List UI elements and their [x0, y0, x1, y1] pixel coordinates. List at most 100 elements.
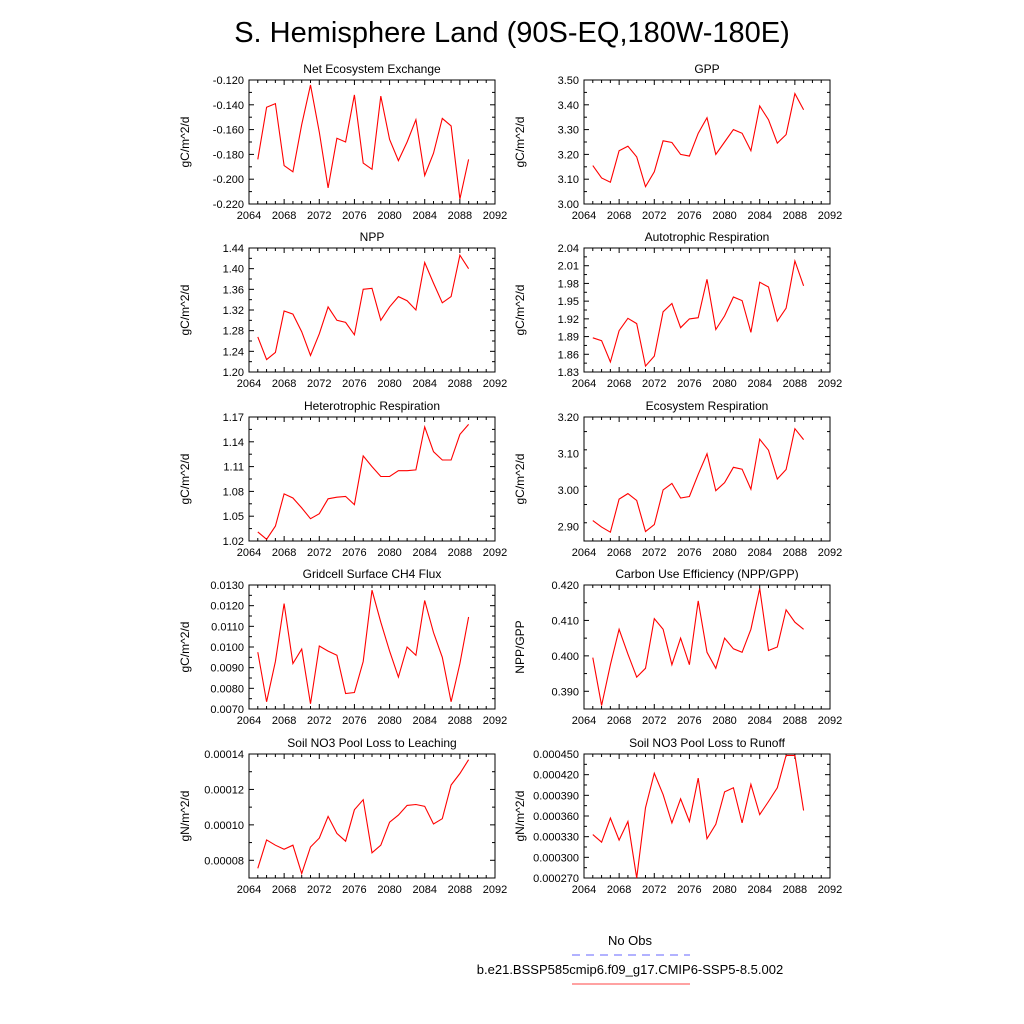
y-tick-label: 0.0090	[210, 663, 244, 675]
x-tick-label: 2084	[412, 378, 436, 390]
y-tick-label: 1.14	[223, 437, 244, 449]
x-tick-label: 2076	[677, 715, 701, 727]
x-tick-label: 2064	[572, 210, 596, 222]
y-axis-label: gC/m^2/d	[178, 117, 192, 168]
y-tick-label: 1.86	[558, 349, 579, 361]
y-tick-label: 0.00012	[204, 784, 244, 796]
x-tick-label: 2080	[712, 715, 736, 727]
plot-frame	[248, 584, 496, 710]
y-tick-label: 2.04	[558, 243, 579, 255]
y-tick-label: 1.11	[223, 462, 244, 474]
y-axis-label: gN/m^2/d	[513, 791, 527, 842]
x-tick-label: 2072	[307, 378, 331, 390]
y-tick-label: 0.000270	[533, 873, 579, 885]
x-tick-label: 2072	[307, 210, 331, 222]
y-tick-label: 0.400	[551, 651, 579, 663]
plot-frame	[583, 753, 831, 879]
panel-carbon-use-efficiency-npp-gpp: Carbon Use Efficiency (NPP/GPP) 2064 2068 2…	[513, 567, 842, 727]
x-tick-label: 2072	[642, 884, 666, 896]
y-tick-label: 0.420	[551, 580, 579, 592]
panel-title: Net Ecosystem Exchange	[303, 62, 441, 76]
y-tick-label: 1.17	[223, 412, 244, 424]
x-tick-label: 2076	[677, 210, 701, 222]
x-tick-label: 2072	[307, 884, 331, 896]
y-tick-label: 1.95	[558, 296, 579, 308]
x-tick-label: 2080	[377, 210, 401, 222]
chart-panels: Net Ecosystem Exchange 2064 2068 2072 2076 20…	[178, 62, 842, 896]
y-tick-label: 3.00	[558, 485, 579, 497]
x-tick-label: 2088	[448, 715, 472, 727]
x-tick-label: 2080	[712, 378, 736, 390]
x-tick-label: 2092	[483, 210, 507, 222]
legend: No Obs b.e21.BSSP585cmip6.f09_g17.CMIP6-…	[477, 933, 783, 985]
plot-frame	[583, 247, 831, 373]
x-tick-label: 2084	[412, 715, 436, 727]
x-tick-label: 2076	[342, 210, 366, 222]
x-tick-label: 2080	[712, 547, 736, 559]
x-tick-label: 2068	[272, 378, 296, 390]
series-line	[257, 424, 470, 541]
panel-title: Gridcell Surface CH4 Flux	[303, 567, 442, 581]
y-axis-label: gC/m^2/d	[513, 454, 527, 505]
y-tick-label: 0.0100	[210, 642, 244, 654]
y-tick-label: 3.20	[558, 412, 579, 424]
y-tick-label: 1.24	[223, 346, 244, 358]
panel-soil-no3-pool-loss-to-leaching: Soil NO3 Pool Loss to Leaching 2064 2068 20…	[178, 736, 507, 896]
plot-frame	[248, 416, 496, 542]
y-tick-label: 0.0110	[211, 621, 244, 633]
x-tick-label: 2088	[448, 210, 472, 222]
y-tick-label: -0.140	[213, 100, 244, 112]
y-tick-label: 1.40	[223, 264, 244, 276]
y-tick-label: 2.90	[558, 521, 579, 533]
x-tick-label: 2088	[448, 547, 472, 559]
series-line	[257, 253, 470, 361]
panel-gpp: GPP 2064 2068 2072 2076 2080 2084 2088 2092 3.50 3…	[513, 62, 842, 222]
y-tick-label: 0.0120	[210, 601, 244, 613]
x-tick-label: 2072	[307, 547, 331, 559]
x-tick-label: 2064	[237, 378, 261, 390]
y-tick-label: 0.00010	[204, 820, 244, 832]
panel-title: NPP	[360, 230, 385, 244]
y-tick-label: 1.36	[223, 284, 244, 296]
y-axis-label: gC/m^2/d	[513, 285, 527, 336]
y-tick-label: 0.000390	[533, 790, 579, 802]
y-tick-label: 0.000300	[533, 852, 579, 864]
panel-soil-no3-pool-loss-to-runoff: Soil NO3 Pool Loss to Runoff 2064 2068 2072…	[513, 736, 842, 896]
y-tick-label: 1.28	[223, 326, 244, 338]
x-tick-label: 2088	[783, 547, 807, 559]
y-tick-label: 3.40	[558, 100, 579, 112]
y-tick-label: 1.83	[558, 367, 579, 379]
x-tick-label: 2088	[448, 884, 472, 896]
x-tick-label: 2072	[642, 547, 666, 559]
y-tick-label: -0.120	[213, 75, 244, 87]
x-tick-label: 2092	[483, 547, 507, 559]
x-tick-label: 2092	[483, 715, 507, 727]
x-tick-label: 2088	[783, 378, 807, 390]
series-line	[592, 92, 805, 188]
y-tick-label: 0.0080	[210, 683, 244, 695]
series-line	[257, 759, 470, 876]
y-tick-label: -0.180	[213, 149, 244, 161]
y-axis-label: gC/m^2/d	[178, 622, 192, 673]
y-axis-label: gN/m^2/d	[178, 791, 192, 842]
series-line	[257, 84, 470, 200]
series-line	[592, 754, 805, 879]
x-tick-label: 2072	[642, 210, 666, 222]
x-tick-label: 2084	[412, 884, 436, 896]
x-tick-label: 2080	[377, 547, 401, 559]
series-line	[592, 258, 805, 368]
series-line	[257, 590, 470, 704]
plot-frame	[583, 584, 831, 710]
plot-frame	[248, 753, 496, 879]
y-tick-label: 0.0070	[210, 704, 244, 716]
panel-title: Soil NO3 Pool Loss to Runoff	[629, 736, 786, 750]
x-tick-label: 2092	[818, 884, 842, 896]
panel-heterotrophic-respiration: Heterotrophic Respiration 2064 2068 2072 207…	[178, 399, 507, 559]
x-tick-label: 2080	[377, 378, 401, 390]
x-tick-label: 2092	[818, 547, 842, 559]
y-tick-label: 1.05	[223, 511, 244, 523]
x-tick-label: 2088	[783, 715, 807, 727]
x-tick-label: 2064	[572, 715, 596, 727]
y-tick-label: 0.0130	[210, 580, 244, 592]
